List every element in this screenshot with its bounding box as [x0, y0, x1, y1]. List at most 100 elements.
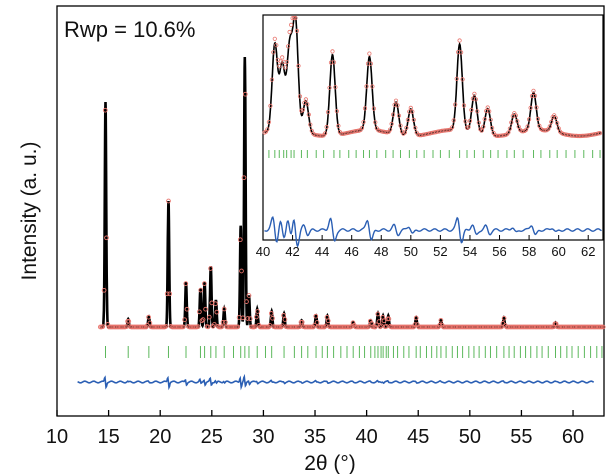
- observed-point: [412, 322, 418, 327]
- inset-observed-point: [589, 132, 594, 137]
- inset-observed-point: [395, 103, 400, 108]
- inset-observed-point: [398, 123, 403, 128]
- observed-point: [206, 314, 212, 320]
- inset-observed-point: [489, 125, 495, 131]
- x-tick-label: 60: [562, 426, 584, 448]
- inset-observed-point: [269, 77, 274, 82]
- inset-observed-point: [410, 109, 415, 114]
- observed-point: [375, 311, 381, 317]
- observed-point: [600, 324, 606, 330]
- inset-observed-point: [274, 43, 279, 48]
- inset-x-tick-label: 44: [315, 244, 329, 259]
- inset-frame: [262, 14, 604, 241]
- inset-observed-point: [581, 133, 586, 138]
- inset-observed-point: [300, 107, 305, 113]
- inset-observed-point: [361, 120, 366, 125]
- inset-observed-point: [404, 125, 409, 131]
- observed-point: [239, 268, 244, 274]
- inset-observed-point: [368, 61, 373, 66]
- observed-point: [386, 316, 392, 322]
- inset-observed-point: [531, 88, 536, 93]
- inset-observed-point: [467, 118, 473, 124]
- observed-point: [220, 319, 226, 325]
- observed-point: [246, 293, 252, 298]
- observed-point: [208, 266, 213, 271]
- y-axis-label: Intensity (a. u.): [18, 142, 41, 281]
- inset-x-tick-label: 56: [492, 244, 506, 259]
- inset-observed-point: [272, 36, 277, 41]
- observed-point: [102, 107, 108, 113]
- inset-observed-point: [526, 117, 532, 122]
- observed-point: [245, 316, 251, 321]
- inset-observed-point: [390, 112, 396, 117]
- inset-observed-point: [541, 128, 547, 133]
- x-axis-label: 2θ (°): [304, 452, 356, 474]
- observed-point: [235, 324, 241, 330]
- inset-observed-point: [413, 125, 418, 130]
- inset-observed-point: [265, 127, 270, 132]
- inset-observed-point: [513, 113, 518, 118]
- inset-observed-point: [487, 109, 492, 114]
- inset-observed-point: [359, 125, 365, 131]
- observed-point: [313, 313, 319, 319]
- observed-point: [415, 322, 420, 327]
- observed-point: [182, 317, 187, 323]
- inset-observed-point: [280, 55, 285, 60]
- inset-plot: [262, 15, 603, 248]
- inset-observed-point: [473, 97, 478, 102]
- inset-observed-point: [393, 98, 399, 103]
- x-tick-label: 40: [355, 426, 377, 448]
- inset-observed-point: [327, 85, 332, 90]
- inset-observed-point: [306, 112, 311, 117]
- x-tick-label: 15: [97, 426, 119, 448]
- observed-point: [211, 322, 217, 327]
- observed-point: [200, 317, 206, 322]
- x-tick-label: 30: [252, 426, 274, 448]
- inset-observed-point: [389, 121, 394, 127]
- inset-observed-point: [466, 125, 471, 130]
- observed-point: [437, 322, 443, 328]
- inset-observed-point: [364, 84, 369, 89]
- observed-point: [198, 287, 204, 293]
- observed-point: [180, 324, 186, 330]
- inset-x-tick-label: 62: [581, 244, 595, 259]
- inset-observed-point: [367, 51, 372, 56]
- inset-observed-point: [574, 133, 579, 138]
- inset-observed-point: [556, 126, 561, 131]
- inset-observed-point: [488, 117, 493, 122]
- inset-observed-point: [461, 103, 467, 108]
- observed-point: [270, 315, 275, 321]
- inset-observed-point: [387, 127, 393, 132]
- observed-point: [202, 281, 207, 286]
- inset-observed-point: [485, 105, 490, 110]
- observed-point: [126, 319, 132, 324]
- inset-observed-point: [322, 131, 328, 136]
- rwp-annotation: Rwp = 10.6%: [64, 17, 195, 42]
- inset-observed-point: [549, 119, 554, 125]
- inset-observed-point: [362, 106, 368, 111]
- observed-point: [205, 324, 211, 330]
- inset-observed-point: [568, 133, 573, 138]
- inset-x-tick-label: 52: [433, 244, 447, 259]
- x-tick-label: 45: [407, 426, 429, 448]
- x-axis-ticks: 10 15 20 25 30 35 40 45 50 55 60: [46, 410, 584, 448]
- inset-observed-point: [333, 85, 338, 90]
- observed-point: [411, 324, 417, 330]
- observed-point: [312, 322, 317, 328]
- inset-x-tick-label: 48: [374, 244, 388, 259]
- inset-observed-point: [553, 115, 558, 120]
- observed-point: [221, 306, 227, 312]
- inset-observed-point: [331, 60, 337, 65]
- observed-point: [501, 315, 507, 321]
- inset-observed-point: [500, 133, 505, 138]
- inset-observed-point: [370, 84, 375, 89]
- observed-point: [325, 318, 331, 324]
- inset-observed-point: [507, 126, 512, 131]
- inset-observed-point: [308, 122, 313, 127]
- inset-observed-point: [450, 125, 455, 130]
- inset-observed-point: [271, 50, 276, 55]
- inset-observed-point: [458, 50, 464, 55]
- inset-observed-point: [469, 107, 474, 113]
- inset-observed-point: [268, 103, 273, 109]
- observed-point: [374, 322, 379, 328]
